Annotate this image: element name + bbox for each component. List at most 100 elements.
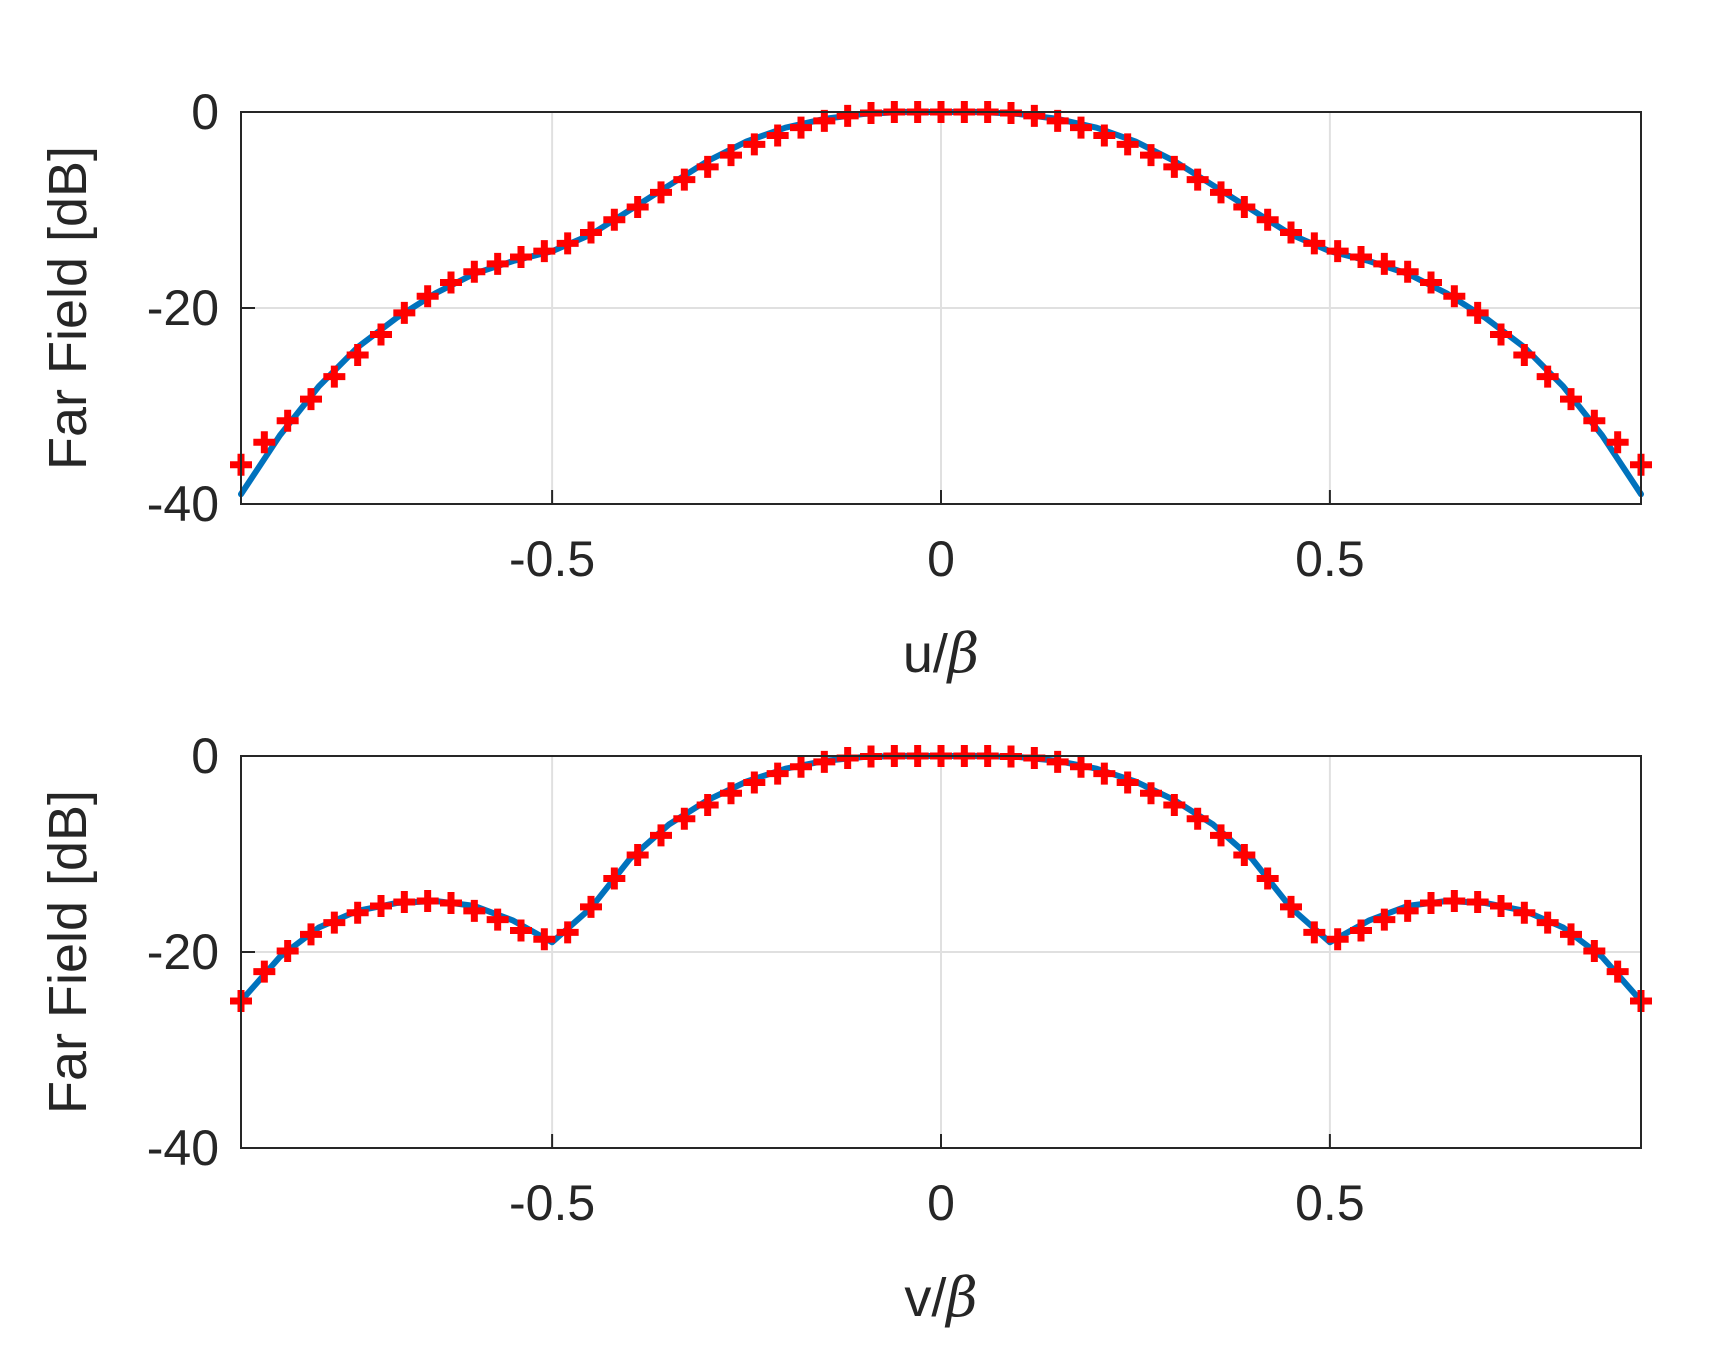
plus-marker [696, 155, 719, 178]
x-axis-label-greek: β [944, 1266, 977, 1329]
plus-marker [650, 824, 672, 847]
plus-marker [346, 344, 369, 367]
plus-marker [1210, 181, 1232, 204]
plus-marker [533, 240, 556, 263]
plus-marker [510, 246, 532, 269]
plus-marker [1583, 940, 1606, 963]
plus-marker [696, 794, 719, 816]
plus-marker [556, 232, 579, 255]
plus-marker [790, 755, 812, 778]
grid [241, 755, 1641, 1149]
plus-marker [603, 208, 626, 231]
plus-marker [370, 323, 392, 346]
y-tick-label: 0 [191, 728, 219, 784]
plus-marker [1373, 252, 1396, 275]
far-field-v-plot: -0.5 0 0.5 -40 -20 0 v/β Far Field [dB] [38, 728, 1652, 1329]
plus-marker [276, 409, 299, 432]
plus-marker [673, 807, 696, 830]
plus-marker [1350, 919, 1372, 942]
plus-marker [813, 750, 836, 773]
y-tick-label: -20 [147, 280, 219, 336]
y-axis-label: Far Field [dB] [38, 146, 98, 470]
plus-marker [1420, 892, 1442, 914]
plus-marker [346, 901, 369, 924]
y-tick-label: -40 [147, 1120, 219, 1176]
x-axis-label-text: v/ [904, 1268, 946, 1328]
plus-marker [580, 221, 602, 244]
plus-marker [463, 899, 486, 922]
x-tick-label: 0.5 [1295, 531, 1365, 587]
plus-marker [370, 894, 392, 917]
plus-marker [1513, 344, 1536, 367]
plus-marker [1396, 899, 1419, 922]
plus-marker [1420, 271, 1442, 294]
plus-marker [486, 252, 509, 275]
plus-marker [1606, 960, 1629, 983]
plus-marker [393, 891, 416, 914]
plus-marker [836, 746, 859, 769]
plus-marker [1046, 750, 1069, 773]
x-tick-label: 0 [927, 531, 955, 587]
plus-marker [1303, 232, 1326, 255]
plus-marker [1093, 762, 1116, 785]
plus-marker [1606, 431, 1629, 454]
plus-marker [1490, 323, 1512, 346]
plus-marker [1046, 109, 1069, 132]
plus-marker [323, 911, 346, 934]
x-tick-label: -0.5 [509, 531, 595, 587]
plus-marker [1490, 894, 1512, 917]
plus-marker [1396, 260, 1419, 283]
plus-marker [1536, 911, 1559, 934]
plus-marker [300, 923, 322, 946]
plus-marker [813, 109, 836, 132]
plus-marker [1186, 807, 1209, 830]
y-tick-label: 0 [191, 84, 219, 140]
x-axis-label: u/β [903, 622, 979, 685]
plus-marker [1023, 746, 1046, 769]
ticks: -0.5 0 0.5 -40 -20 0 [147, 84, 1365, 587]
x-axis-label: v/β [904, 1266, 977, 1329]
plus-marker [1560, 388, 1582, 411]
plus-marker [1373, 908, 1396, 931]
plus-marker [1233, 196, 1256, 219]
plus-marker [1116, 133, 1139, 156]
y-axis-label: Far Field [dB] [38, 790, 98, 1114]
plus-marker [1280, 221, 1302, 244]
plus-marker [1303, 921, 1326, 944]
plus-marker [650, 181, 672, 204]
plus-marker [1326, 240, 1349, 263]
plus-marker [1443, 890, 1466, 913]
plus-marker [393, 301, 416, 324]
plus-marker [743, 133, 766, 156]
plus-marker [1140, 782, 1162, 805]
plus-marker [486, 908, 509, 931]
far-field-u-plot: -0.5 0 0.5 -40 -20 0 u/β Far Field [dB] [38, 84, 1652, 685]
plus-marker [1210, 824, 1232, 847]
plus-marker [416, 890, 439, 913]
x-tick-label: 0 [927, 1175, 955, 1231]
plus-marker [1070, 755, 1092, 778]
plus-marker [1256, 208, 1279, 231]
plus-marker [720, 782, 742, 805]
plus-marker [1116, 771, 1139, 794]
plus-marker [1350, 246, 1372, 269]
plus-marker [1513, 901, 1536, 924]
plus-marker [1163, 794, 1186, 816]
plus-marker [1023, 104, 1046, 127]
plus-marker [626, 843, 649, 866]
plus-marker [300, 388, 322, 411]
plus-marker [1583, 409, 1606, 432]
plus-marker [580, 895, 602, 918]
plus-marker [836, 104, 859, 127]
plus-marker [323, 365, 346, 388]
x-tick-label: 0.5 [1295, 1175, 1365, 1231]
plus-marker [440, 892, 462, 914]
plus-marker [1560, 923, 1582, 946]
plus-marker [1233, 843, 1256, 866]
x-axis-label-greek: β [946, 622, 979, 685]
plus-marker [1466, 301, 1489, 324]
plus-marker [253, 431, 276, 454]
plus-marker [1163, 155, 1186, 178]
plus-marker [1466, 891, 1489, 914]
plus-marker [1186, 168, 1209, 191]
